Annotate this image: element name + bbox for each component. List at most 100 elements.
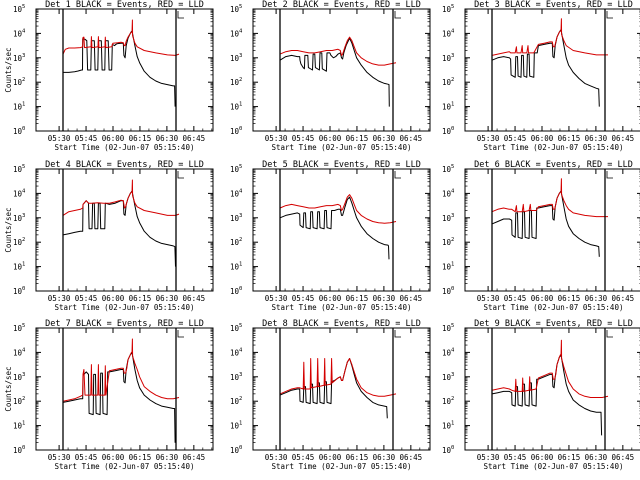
y-tick-exponent: 3 (239, 372, 242, 378)
plot-frame (464, 8, 640, 132)
lld-series-line (62, 179, 180, 216)
y-tick-base: 10 (230, 54, 240, 63)
marker-bracket (177, 11, 184, 19)
y-tick-exponent: 1 (239, 421, 242, 427)
y-tick-exponent: 2 (239, 396, 242, 402)
y-tick-base: 10 (13, 422, 23, 431)
x-tick-label: 05:30 (48, 134, 71, 143)
y-tick-label: 10 (13, 127, 23, 136)
y-tick-label: 10 (442, 214, 452, 223)
x-tick-label: 06:00 (531, 134, 554, 143)
y-tick-label: 10 (230, 324, 240, 333)
x-tick-label: 06:00 (102, 294, 125, 303)
y-tick-label: 10 (230, 78, 240, 87)
y-tick-base: 10 (442, 238, 452, 247)
y-tick-label: 10 (230, 238, 240, 247)
y-tick-base: 10 (230, 5, 240, 14)
y-tick-exponent: 0 (22, 286, 25, 292)
panel-title: Det 5 BLACK = Events, RED = LLD (262, 160, 421, 170)
y-axis-title: Counts/sec (4, 366, 13, 411)
x-axis-title: Start Time (02-Jun-07 05:15:40) (55, 143, 195, 152)
y-tick-label: 10 (442, 397, 452, 406)
y-tick-label: 10 (230, 189, 240, 198)
x-tick-label: 06:30 (373, 294, 396, 303)
x-tick-label: 06:15 (129, 294, 152, 303)
y-tick-exponent: 3 (22, 372, 25, 378)
y-tick-exponent: 1 (22, 102, 25, 108)
x-tick-label: 06:45 (612, 294, 635, 303)
y-tick-base: 10 (442, 263, 452, 272)
y-tick-base: 10 (230, 238, 240, 247)
y-tick-exponent: 3 (239, 53, 242, 59)
y-tick-base: 10 (230, 446, 240, 455)
y-tick-base: 10 (230, 29, 240, 38)
y-tick-exponent: 0 (22, 126, 25, 132)
x-tick-label: 06:45 (183, 134, 206, 143)
y-tick-base: 10 (13, 78, 23, 87)
y-tick-base: 10 (13, 214, 23, 223)
x-tick-label: 06:15 (558, 453, 581, 462)
y-tick-exponent: 4 (239, 188, 243, 194)
x-tick-label: 05:30 (265, 453, 288, 462)
y-tick-label: 10 (13, 238, 23, 247)
x-tick-label: 06:15 (129, 134, 152, 143)
x-tick-label: 05:45 (504, 294, 527, 303)
x-tick-label: 05:45 (504, 453, 527, 462)
y-tick-label: 10 (442, 238, 452, 247)
y-tick-label: 10 (230, 127, 240, 136)
plot-frame (35, 168, 214, 292)
plot-frame (464, 327, 640, 451)
y-tick-label: 10 (442, 127, 452, 136)
y-tick-base: 10 (442, 373, 452, 382)
panel-title: Det 3 BLACK = Events, RED = LLD (474, 0, 633, 10)
y-tick-exponent: 2 (22, 396, 25, 402)
y-tick-base: 10 (13, 397, 23, 406)
events-series-line (491, 190, 600, 257)
x-tick-label: 06:45 (400, 294, 423, 303)
y-tick-base: 10 (442, 324, 452, 333)
y-tick-exponent: 1 (451, 262, 454, 268)
y-tick-exponent: 0 (239, 286, 242, 292)
x-axis-title: Start Time (02-Jun-07 05:15:40) (55, 462, 195, 471)
y-tick-label: 10 (442, 189, 452, 198)
lld-series-line (62, 338, 180, 402)
y-tick-exponent: 3 (239, 213, 242, 219)
x-tick-label: 05:45 (75, 294, 98, 303)
y-tick-label: 10 (230, 165, 240, 174)
x-axis-title: Start Time (02-Jun-07 05:15:40) (484, 143, 624, 152)
y-tick-exponent: 3 (451, 372, 454, 378)
y-tick-exponent: 1 (451, 421, 454, 427)
lld-series-line (491, 178, 608, 218)
y-tick-exponent: 4 (451, 188, 455, 194)
y-tick-base: 10 (13, 103, 23, 112)
y-tick-base: 10 (230, 103, 240, 112)
x-tick-label: 06:30 (585, 134, 608, 143)
y-tick-exponent: 0 (451, 126, 454, 132)
marker-bracket (606, 330, 613, 338)
y-tick-base: 10 (13, 324, 23, 333)
y-tick-exponent: 5 (22, 164, 25, 170)
marker-bracket (394, 11, 401, 19)
y-tick-label: 10 (442, 165, 452, 174)
events-series-line (62, 351, 176, 443)
x-tick-label: 05:45 (75, 453, 98, 462)
events-series-line (63, 30, 176, 107)
y-tick-exponent: 1 (22, 262, 25, 268)
y-tick-label: 10 (13, 103, 23, 112)
x-tick-label: 06:00 (531, 453, 554, 462)
y-tick-exponent: 5 (239, 323, 242, 329)
x-tick-label: 05:45 (292, 294, 315, 303)
x-tick-label: 06:00 (102, 453, 125, 462)
y-tick-label: 10 (230, 54, 240, 63)
x-tick-label: 06:00 (531, 294, 554, 303)
x-tick-label: 05:30 (477, 294, 500, 303)
marker-bracket (177, 330, 184, 338)
marker-bracket (606, 11, 613, 19)
y-tick-base: 10 (442, 165, 452, 174)
y-tick-exponent: 5 (22, 4, 25, 10)
y-tick-label: 10 (442, 373, 452, 382)
x-axis-title: Start Time (02-Jun-07 05:15:40) (55, 303, 195, 312)
y-tick-label: 10 (13, 214, 23, 223)
